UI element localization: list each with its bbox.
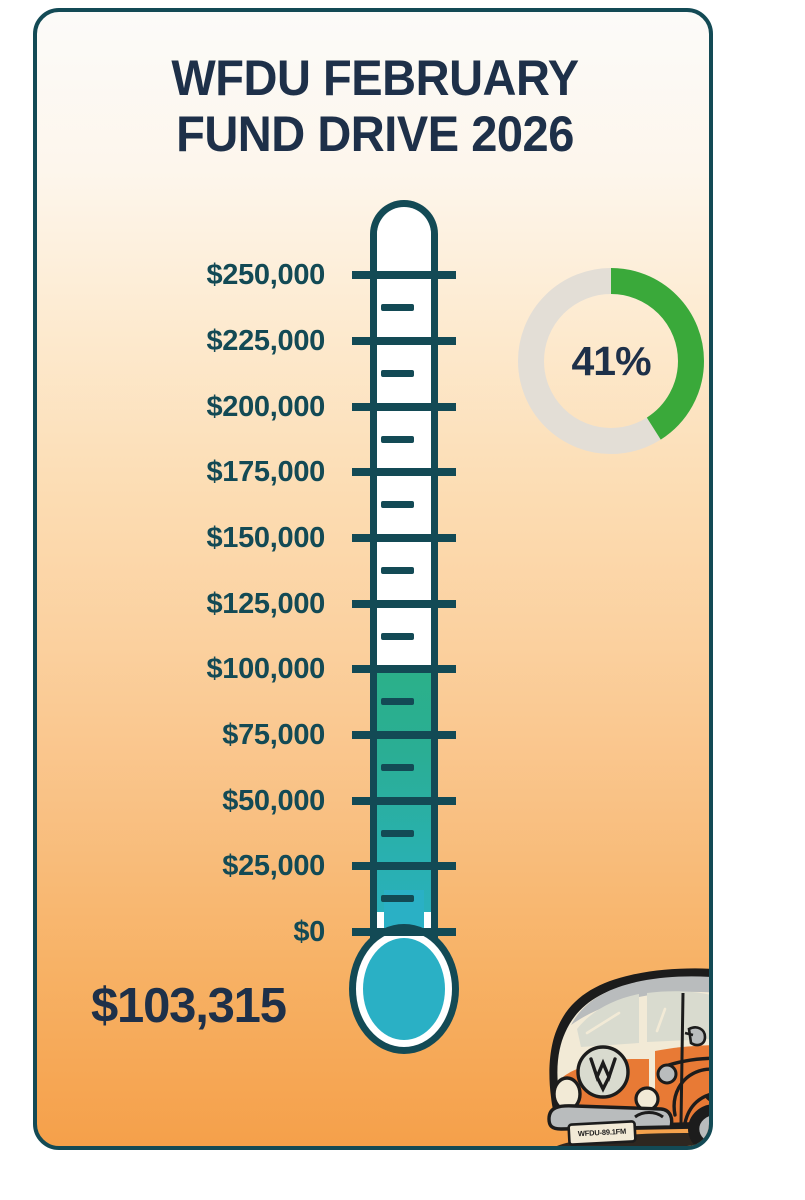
tick-major-175000: [352, 468, 456, 476]
tick-minor-37500: [381, 830, 414, 837]
tick-minor-212500: [381, 370, 414, 377]
tick-major-225000: [352, 337, 456, 345]
scale-label-225000: $225,000: [206, 325, 325, 357]
title-line-1: WFDU FEBRUARY: [171, 50, 579, 106]
scale-label-200000: $200,000: [206, 391, 325, 423]
tick-major-50000: [352, 797, 456, 805]
tick-minor-187500: [381, 436, 414, 443]
tick-major-25000: [352, 862, 456, 870]
thermometer: [344, 200, 464, 1095]
tick-minor-237500: [381, 304, 414, 311]
tick-major-150000: [352, 534, 456, 542]
thermometer-scale-labels: $250,000 $225,000 $200,000 $175,000 $150…: [37, 12, 344, 1146]
tick-major-0: [352, 928, 456, 936]
tick-minor-162500: [381, 501, 414, 508]
tick-minor-12500: [381, 895, 414, 902]
donut-percent-label: 41%: [571, 337, 651, 384]
thermometer-bulb-fill: [363, 938, 445, 1040]
page-title: WFDU FEBRUARY FUND DRIVE 2026: [37, 50, 709, 162]
scale-label-150000: $150,000: [206, 522, 325, 554]
tick-major-250000: [352, 271, 456, 279]
scale-label-100000: $100,000: [206, 653, 325, 685]
scale-label-50000: $50,000: [222, 785, 325, 817]
thermometer-tube-interior: [377, 208, 431, 960]
tick-major-100000: [352, 665, 456, 673]
tick-major-125000: [352, 600, 456, 608]
tick-major-200000: [352, 403, 456, 411]
total-raised-amount: $103,315: [91, 979, 287, 1033]
vw-bus-illustration: WFDU-89.1FM: [535, 947, 709, 1146]
tick-minor-112500: [381, 633, 414, 640]
scale-label-25000: $25,000: [222, 850, 325, 882]
scale-label-0: $0: [293, 916, 325, 948]
scale-label-125000: $125,000: [206, 588, 325, 620]
tick-minor-87500: [381, 698, 414, 705]
scale-label-75000: $75,000: [222, 719, 325, 751]
scale-label-250000: $250,000: [206, 259, 325, 291]
tick-minor-62500: [381, 764, 414, 771]
title-line-2: FUND DRIVE 2026: [176, 106, 574, 162]
tick-minor-137500: [381, 567, 414, 574]
tick-major-75000: [352, 731, 456, 739]
percent-donut-chart: 41%: [511, 261, 709, 461]
fund-drive-card: WFDU FEBRUARY FUND DRIVE 2026 $250,000 $…: [33, 8, 713, 1150]
scale-label-175000: $175,000: [206, 456, 325, 488]
